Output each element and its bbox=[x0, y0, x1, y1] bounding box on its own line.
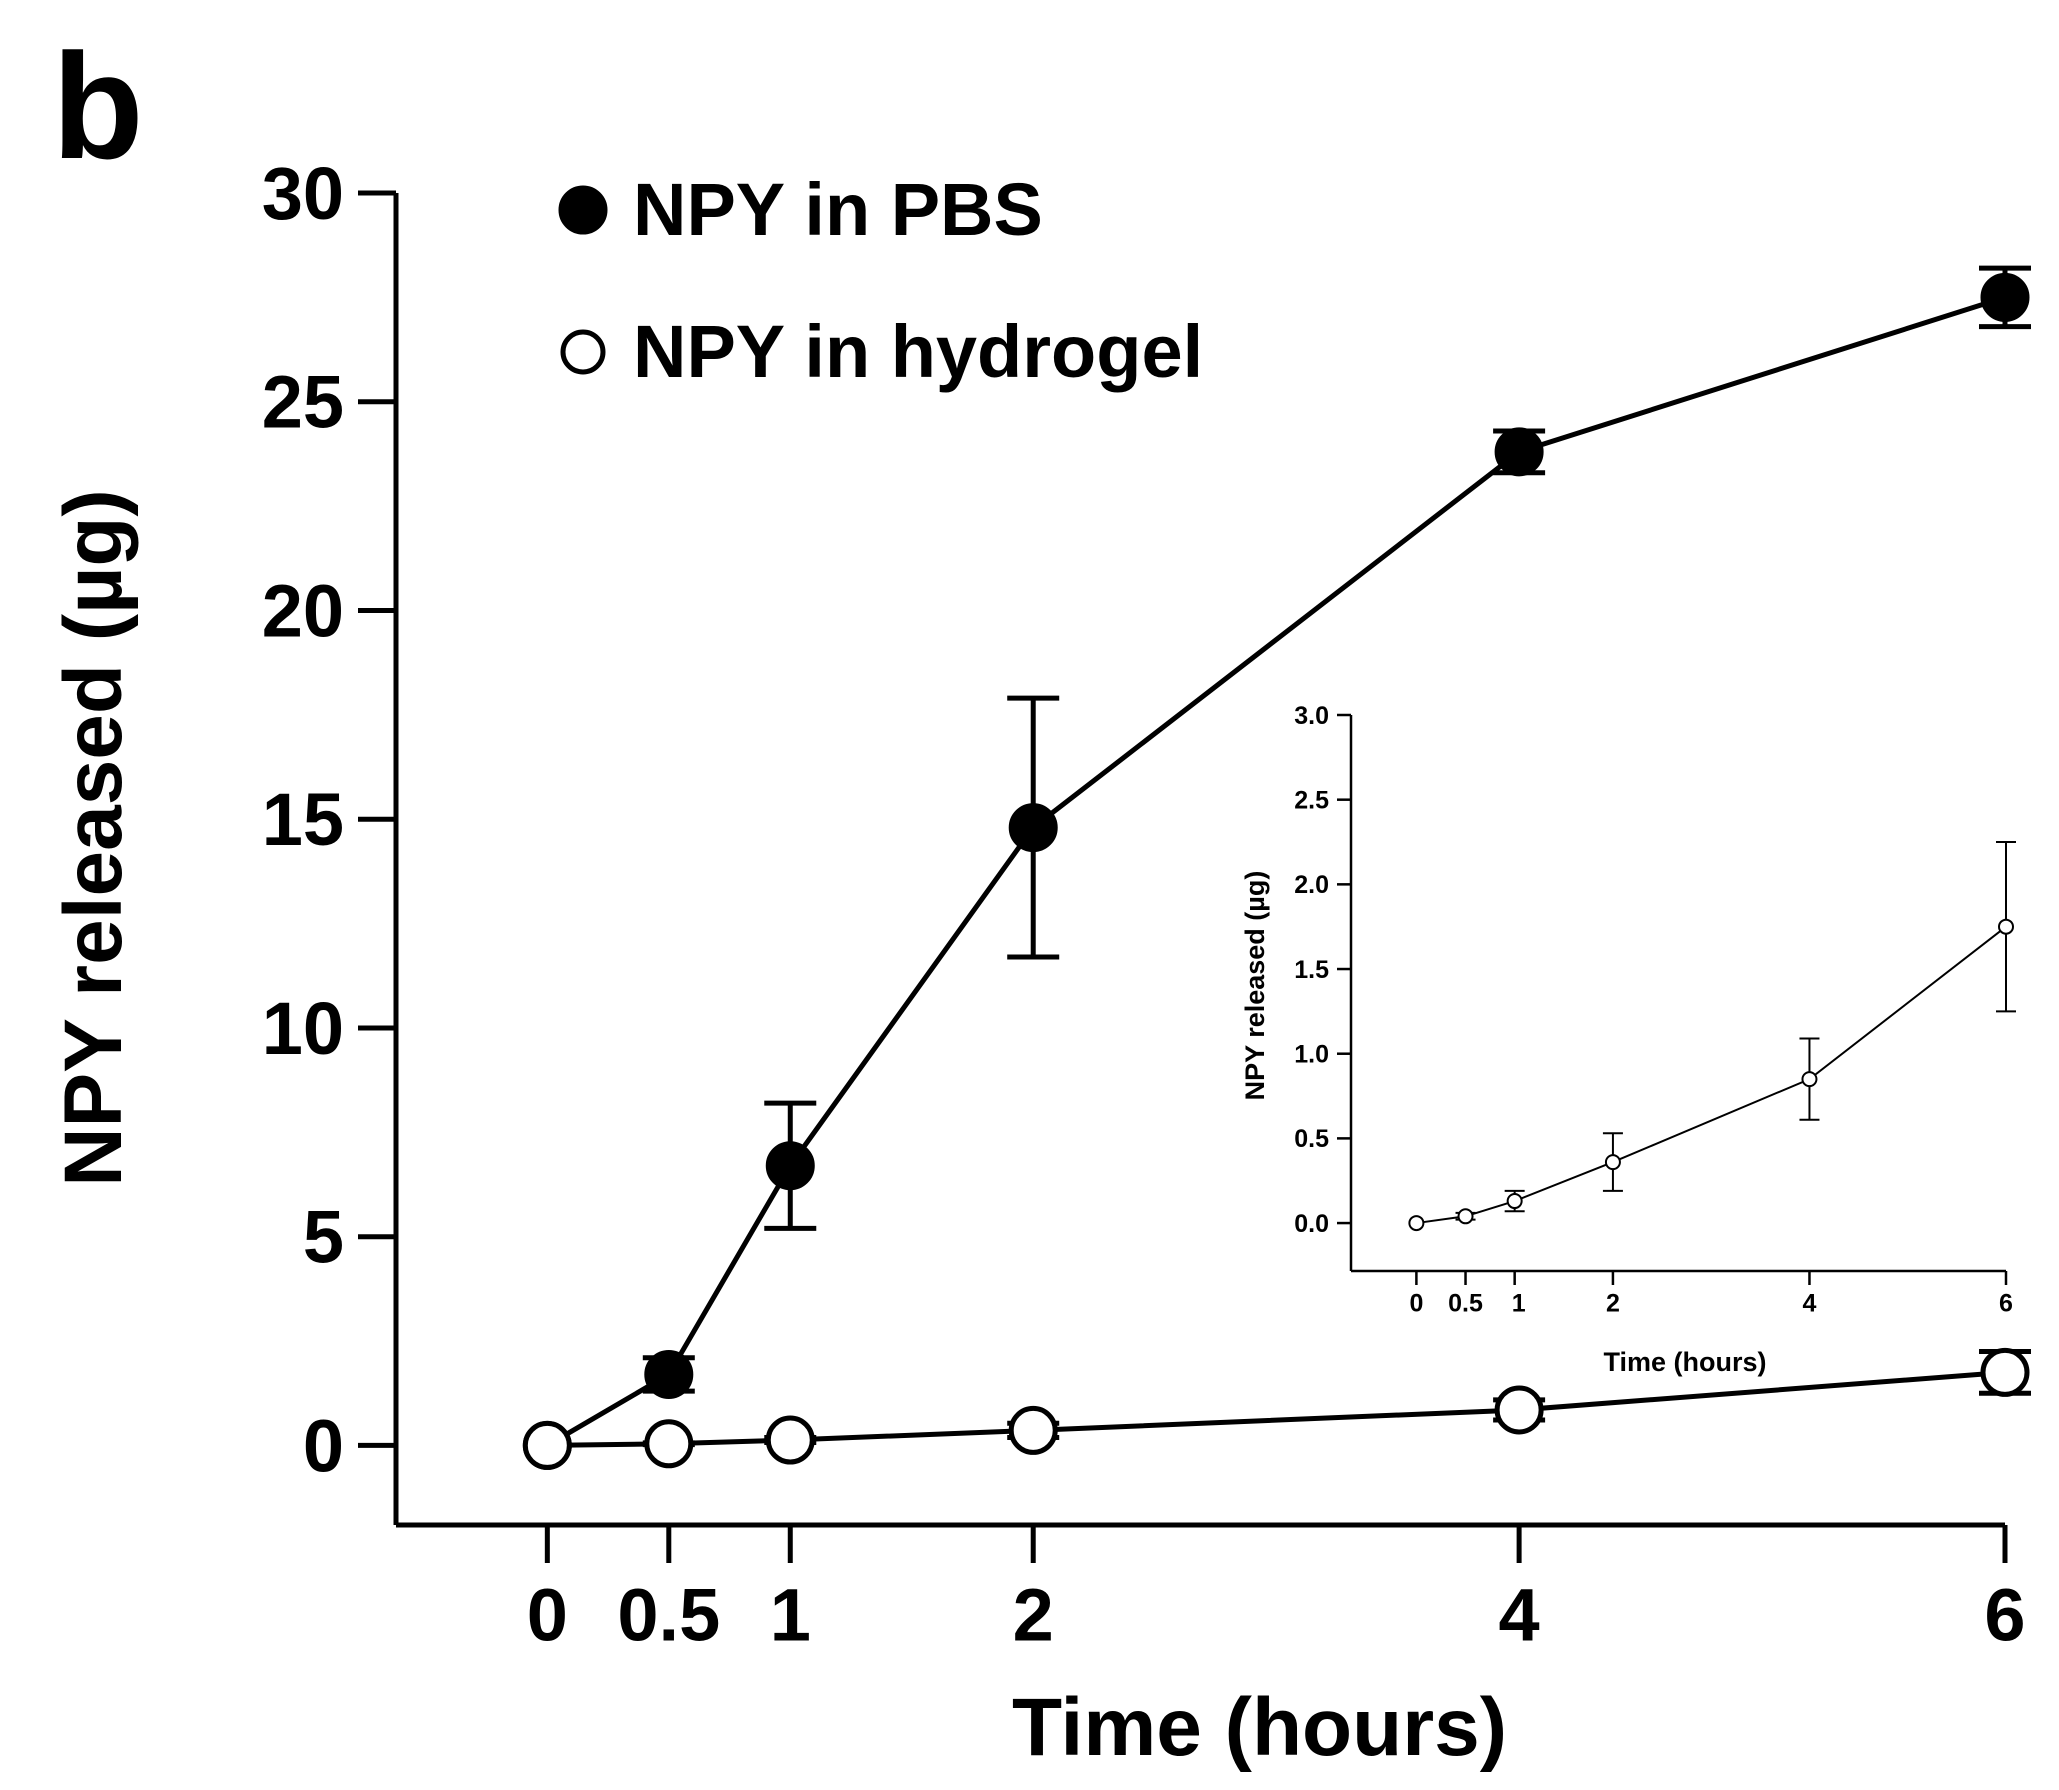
data-point-npy-in-hydrogel bbox=[1998, 918, 2014, 935]
x-tick-label: 2 bbox=[1606, 1289, 1620, 1317]
y-tick-label: 1.5 bbox=[1294, 956, 1329, 984]
y-axis-title: NPY released (µg) bbox=[1240, 871, 1270, 1101]
x-tick-label: 6 bbox=[1984, 1574, 2025, 1657]
legend-marker-filled bbox=[558, 185, 608, 235]
data-point-npy-in-hydrogel bbox=[765, 1415, 815, 1465]
data-point-npy-in-hydrogel bbox=[1506, 1193, 1523, 1210]
y-tick-label: 30 bbox=[262, 152, 344, 235]
data-point-npy-in-pbs bbox=[1980, 272, 2030, 322]
x-axis-title: Time (hours) bbox=[1012, 1682, 1507, 1773]
data-point-npy-in-hydrogel bbox=[1801, 1071, 1818, 1088]
y-axis-title: NPY released (µg) bbox=[48, 489, 139, 1186]
y-tick-label: 25 bbox=[262, 361, 344, 444]
panel-label: b bbox=[52, 22, 144, 190]
data-point-npy-in-pbs bbox=[1008, 803, 1058, 853]
y-tick-label: 0.0 bbox=[1294, 1210, 1329, 1238]
y-tick-label: 0 bbox=[303, 1404, 344, 1487]
x-tick-label: 4 bbox=[1803, 1289, 1817, 1317]
series-line-npy-in-hydrogel bbox=[1416, 925, 2007, 1225]
legend-marker-open bbox=[560, 329, 606, 375]
y-tick-label: 0.5 bbox=[1294, 1125, 1329, 1153]
y-tick-label: 20 bbox=[262, 569, 344, 652]
x-tick-label: 1 bbox=[770, 1574, 811, 1657]
y-tick-label: 2.5 bbox=[1294, 786, 1329, 814]
data-point-npy-in-hydrogel bbox=[1408, 1215, 1425, 1232]
x-axis-title: Time (hours) bbox=[1603, 1347, 1766, 1377]
y-tick-label: 10 bbox=[262, 987, 344, 1070]
data-point-npy-in-pbs bbox=[644, 1349, 694, 1399]
inset-chart: 0.0 0.5 1.0 1.5 2.0 2.5 3.0 0 0.5 1 2 4 6 Time (hours… bbox=[1240, 702, 2016, 1377]
x-tick-label: 0.5 bbox=[1448, 1289, 1483, 1317]
data-point-npy-in-hydrogel bbox=[522, 1420, 572, 1470]
x-tick-label: 2 bbox=[1013, 1574, 1054, 1657]
x-tick-label: 0 bbox=[1409, 1289, 1423, 1317]
data-point-npy-in-pbs bbox=[765, 1141, 815, 1191]
legend: NPY in PBS NPY in hydrogel bbox=[558, 168, 1203, 393]
y-tick-label: 1.0 bbox=[1294, 1040, 1329, 1068]
x-tick-label: 6 bbox=[1999, 1289, 2013, 1317]
data-point-npy-in-hydrogel bbox=[1008, 1405, 1058, 1455]
data-point-npy-in-pbs bbox=[1494, 427, 1544, 477]
data-point-npy-in-hydrogel bbox=[1457, 1208, 1474, 1225]
data-point-npy-in-hydrogel bbox=[1494, 1385, 1544, 1435]
legend-label-hydrogel: NPY in hydrogel bbox=[633, 310, 1203, 393]
series-line-npy-in-pbs bbox=[546, 294, 2006, 1448]
y-tick-label: 2.0 bbox=[1294, 871, 1329, 899]
x-tick-label: 4 bbox=[1499, 1574, 1540, 1657]
y-tick-label: 3.0 bbox=[1294, 702, 1329, 730]
series-line-npy-in-hydrogel bbox=[547, 1369, 2006, 1448]
y-tick-label: 15 bbox=[262, 778, 344, 861]
data-point-npy-in-hydrogel bbox=[1604, 1154, 1621, 1171]
y-tick-label: 5 bbox=[303, 1196, 344, 1279]
data-point-npy-in-hydrogel bbox=[1980, 1347, 2030, 1397]
legend-label-pbs: NPY in PBS bbox=[633, 168, 1043, 251]
x-tick-label: 1 bbox=[1512, 1289, 1526, 1317]
data-point-npy-in-hydrogel bbox=[644, 1419, 694, 1469]
x-tick-label: 0 bbox=[527, 1574, 568, 1657]
x-tick-label: 0.5 bbox=[617, 1574, 720, 1657]
